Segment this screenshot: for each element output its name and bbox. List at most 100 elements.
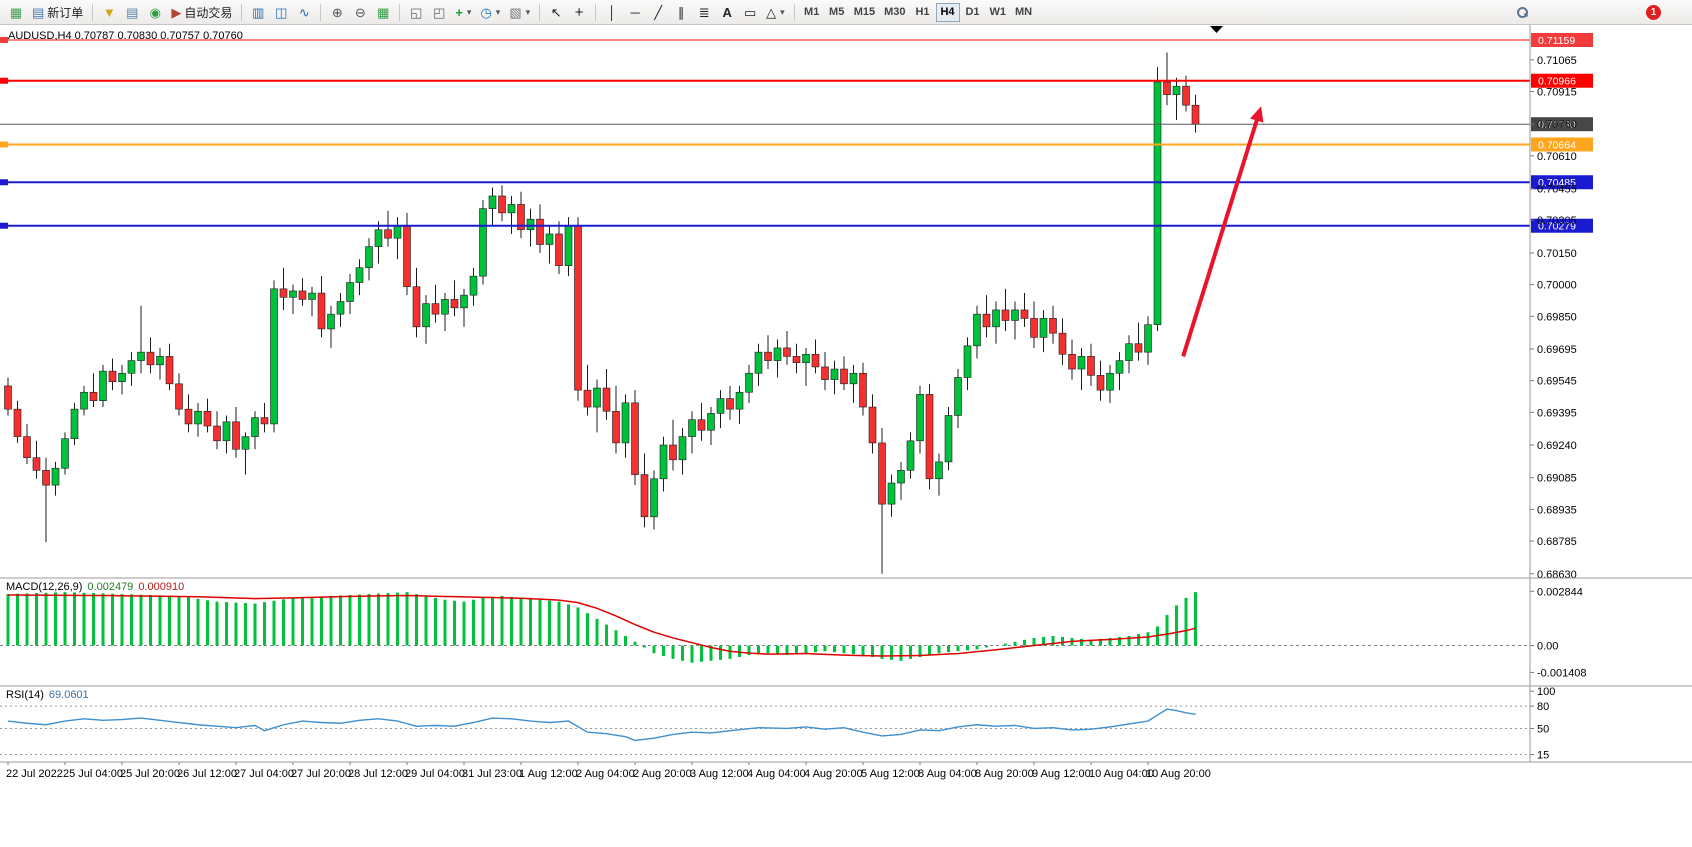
candle: [1049, 318, 1057, 334]
price-tag-0.70760: 0.70760: [1531, 117, 1593, 132]
vertical-line-tool-button[interactable]: │: [601, 2, 623, 23]
timeframe-m15-button[interactable]: M15: [850, 3, 879, 22]
notification-badge[interactable]: 1: [1646, 4, 1661, 20]
candle: [222, 421, 231, 442]
add-indicator-button[interactable]: + ▾: [451, 2, 475, 23]
candle: [545, 233, 554, 245]
rsi-scale-label: 15: [1537, 750, 1549, 762]
time-axis-label: 2 Aug 20:00: [633, 768, 692, 780]
hline-handle[interactable]: [0, 222, 8, 229]
time-axis-label: 27 Jul 20:00: [291, 768, 351, 780]
time-axis-label: 10 Aug 04:00: [1089, 768, 1154, 780]
candle: [270, 288, 278, 425]
zoom-in-button[interactable]: ⊕: [326, 2, 348, 23]
candle: [308, 292, 316, 300]
period-button[interactable]: ◷ ▾: [476, 2, 504, 23]
alerts-button[interactable]: ◉: [144, 2, 166, 23]
template-icon: ▧: [509, 4, 522, 20]
candle: [213, 425, 221, 442]
candle: [127, 360, 136, 374]
separator: [595, 3, 597, 21]
time-axis-label: 8 Aug 04:00: [918, 768, 977, 780]
chevron-down-icon: ▾: [525, 6, 531, 17]
separator: [92, 3, 94, 21]
candle: [631, 402, 639, 475]
zoom-out-button[interactable]: ⊖: [349, 2, 371, 23]
candle: [1144, 324, 1152, 353]
timeframe-m5-button[interactable]: M5: [825, 3, 849, 22]
candle: [659, 444, 668, 480]
hline-handle[interactable]: [0, 77, 8, 84]
line-chart-icon: ∿: [298, 4, 310, 20]
print-button[interactable]: ▤: [121, 2, 143, 23]
price-tag-0.70966: 0.70966: [1531, 73, 1593, 88]
candle: [384, 229, 392, 239]
macd-indicator-label: MACD(12,26,9) 0.002479 0.000910: [6, 581, 184, 593]
cursor-tool-button[interactable]: ↖: [545, 2, 567, 23]
rsi-scale-label: 80: [1537, 701, 1549, 713]
chart-canvas[interactable]: 0.71159 0.70966 0.70760 0.70664 0.70485 0.702…: [0, 25, 1692, 785]
candle: [156, 356, 164, 366]
candle: [973, 313, 981, 347]
timeframe-h4-button[interactable]: H4: [935, 2, 960, 22]
chart-window-icon: ▦: [9, 4, 23, 20]
svg-text:0.70279: 0.70279: [1538, 221, 1576, 233]
candle: [982, 313, 991, 328]
label-tool-icon: ▭: [744, 4, 757, 20]
search-button[interactable]: [1511, 2, 1533, 23]
candle: [241, 436, 250, 450]
separator: [241, 3, 243, 21]
time-axis-label: 25 Jul 04:00: [63, 768, 123, 780]
timeframe-h1-button[interactable]: H1: [911, 3, 935, 22]
time-axis-label: 28 Jul 12:00: [348, 768, 408, 780]
svg-text:0.70760: 0.70760: [1538, 119, 1576, 131]
hline-handle[interactable]: [0, 36, 8, 43]
autotrade-button[interactable]: ▶ 自动交易: [167, 2, 236, 23]
new-order-button[interactable]: ▤ 新订单: [28, 2, 87, 23]
candle: [346, 282, 354, 302]
candle: [868, 406, 877, 444]
shapes-tool-button[interactable]: △ ▾: [762, 2, 789, 23]
indicator-window-b-button[interactable]: ◰: [428, 2, 450, 23]
candle: [13, 408, 22, 437]
tile-windows-button[interactable]: ▦: [372, 2, 394, 23]
chart-shift-marker[interactable]: [1210, 26, 1223, 33]
speaker-icon: ◉: [149, 4, 161, 20]
price-scale-label: 0.68785: [1537, 536, 1577, 548]
hline-handle[interactable]: [0, 179, 8, 186]
timeframe-m30-button[interactable]: M30: [880, 3, 909, 22]
indicator-window-a-icon: ◱: [410, 4, 423, 20]
chart-window-button[interactable]: ▦: [5, 2, 27, 23]
time-axis-label: 29 Jul 04:00: [405, 768, 465, 780]
timeframe-mn-button[interactable]: MN: [1011, 3, 1036, 22]
timeframe-d1-button[interactable]: D1: [961, 3, 985, 22]
trendline-tool-button[interactable]: ╱: [647, 2, 669, 23]
candle: [669, 444, 677, 461]
horizontal-line-tool-button[interactable]: ─: [624, 2, 646, 23]
trend-arrow[interactable]: [1181, 106, 1264, 357]
line-chart-button[interactable]: ∿: [293, 2, 315, 23]
timeframe-m1-button[interactable]: M1: [800, 3, 824, 22]
toolbar: ▦ ▤ 新订单 ▼ ▤ ◉ ▶ 自动交易 ▥ ◫ ∿ ⊕ ⊖ ▦ ◱ ◰ + ▾…: [0, 0, 1692, 25]
price-scale-label: 0.69545: [1537, 376, 1577, 388]
crosshair-tool-button[interactable]: +: [568, 2, 590, 23]
candle: [203, 410, 212, 427]
fibonacci-tool-button[interactable]: ≣: [693, 2, 715, 23]
bar-chart-button[interactable]: ▥: [247, 2, 269, 23]
template-button[interactable]: ▧ ▾: [505, 2, 534, 23]
label-tool-button[interactable]: ▭: [739, 2, 761, 23]
hline-handle[interactable]: [0, 141, 8, 148]
candlestick-chart-button[interactable]: ◫: [270, 2, 292, 23]
timeframe-w1-button[interactable]: W1: [986, 3, 1011, 22]
time-axis-label: 26 Jul 12:00: [177, 768, 237, 780]
candle: [355, 267, 364, 283]
candle: [1182, 85, 1190, 106]
candle: [944, 415, 953, 463]
indicator-window-a-button[interactable]: ◱: [405, 2, 427, 23]
channel-tool-button[interactable]: ∥: [670, 2, 692, 23]
funnel-button[interactable]: ▼: [98, 2, 120, 23]
candle: [678, 436, 687, 461]
text-tool-button[interactable]: A: [716, 2, 738, 23]
candle: [51, 467, 60, 486]
candle: [184, 408, 193, 425]
